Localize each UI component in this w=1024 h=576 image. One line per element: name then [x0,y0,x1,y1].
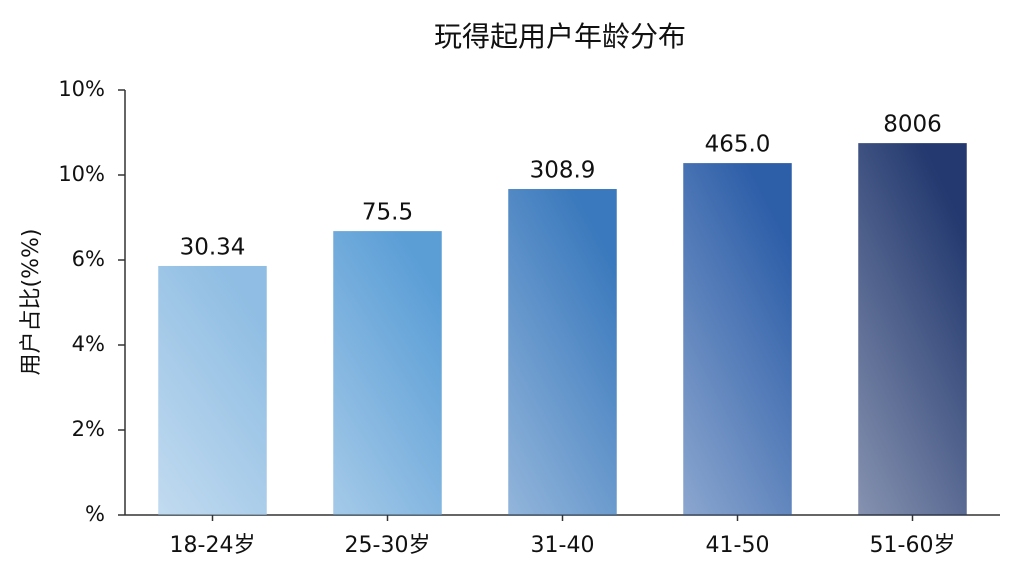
y-tick-label: 6% [72,247,105,271]
bar-label: 8006 [883,112,942,138]
bar [333,231,442,515]
bar [683,163,792,515]
x-tick-label: 51-60岁 [870,533,956,558]
bar-label: 308.9 [530,158,596,184]
x-tick-label: 18-24岁 [170,533,256,558]
y-tick-label: % [85,502,105,526]
bar-label: 30.34 [180,234,246,260]
bar-label: 75.5 [362,200,413,226]
x-tick-label: 41-50 [706,533,770,558]
y-tick-label: 10% [58,77,105,101]
bar-label: 465.0 [705,132,771,158]
y-tick-label: 4% [72,332,105,356]
bar [508,189,617,515]
y-tick-label: 10% [58,162,105,186]
x-tick-label: 31-40 [531,533,595,558]
bar [158,265,267,515]
chart-title: 玩得起用户年龄分布 [434,20,686,53]
y-tick-label: 2% [72,417,105,441]
bar [858,143,967,515]
x-tick-label: 25-30岁 [345,533,431,558]
y-axis-label: 用户占比(%%) [19,229,44,376]
